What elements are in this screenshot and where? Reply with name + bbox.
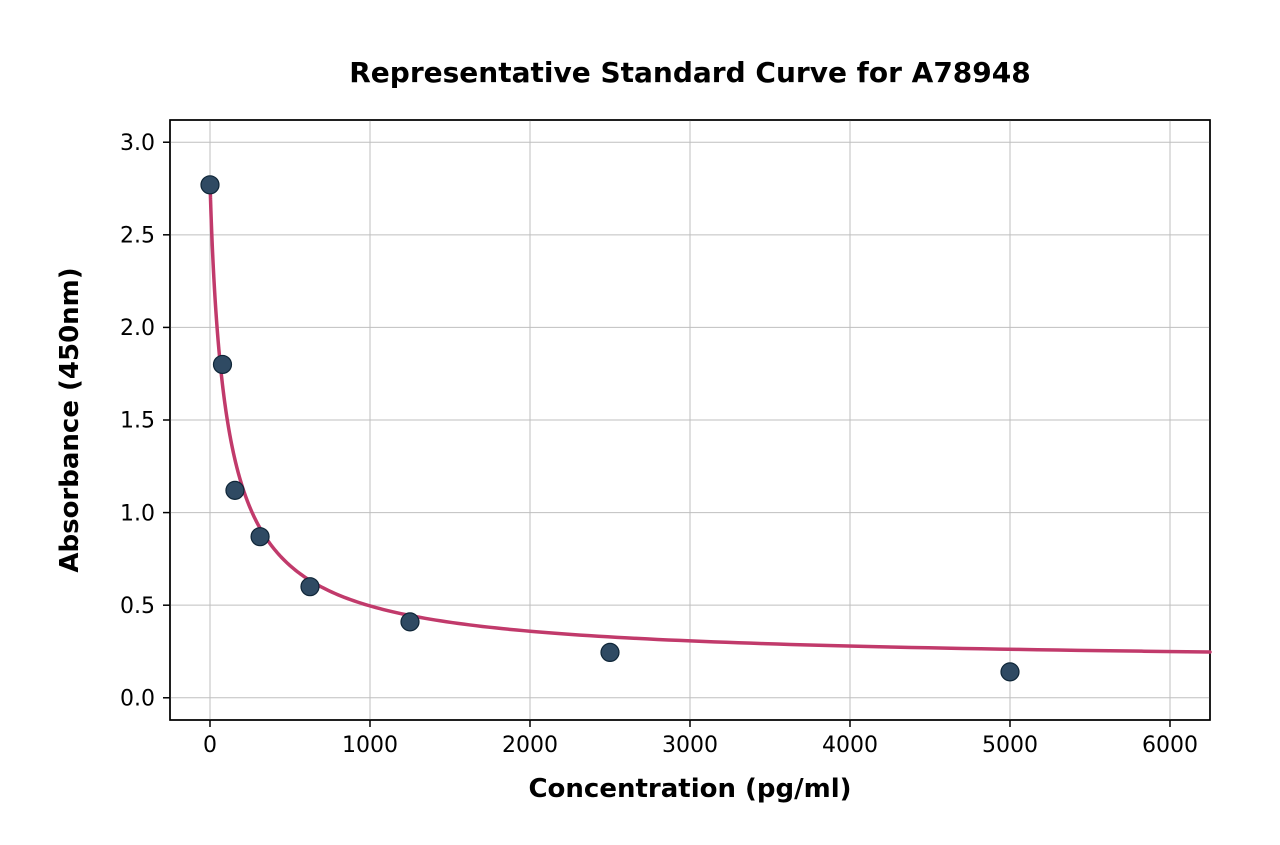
data-point [226, 481, 244, 499]
y-tick-label: 3.0 [120, 131, 155, 156]
y-tick-label: 0.0 [120, 686, 155, 711]
data-point [1001, 663, 1019, 681]
x-tick-label: 6000 [1142, 733, 1198, 758]
standard-curve-chart: 0 1000 2000 3000 4000 5000 6000 0.0 0.5 1.0 1.5 2.0… [0, 0, 1280, 845]
x-tick-label: 1000 [342, 733, 398, 758]
x-tick-label: 3000 [662, 733, 718, 758]
y-tick-label: 0.5 [120, 594, 155, 619]
x-tick-label: 5000 [982, 733, 1038, 758]
data-point [251, 528, 269, 546]
x-tick-label: 2000 [502, 733, 558, 758]
data-point [601, 643, 619, 661]
data-point [213, 355, 231, 373]
data-point [201, 176, 219, 194]
y-tick-label: 2.0 [120, 316, 155, 341]
y-tick-label: 2.5 [120, 224, 155, 249]
chart-container: 0 1000 2000 3000 4000 5000 6000 0.0 0.5 1.0 1.5 2.0… [0, 0, 1280, 845]
chart-title: Representative Standard Curve for A78948 [349, 56, 1031, 89]
x-axis-label: Concentration (pg/ml) [528, 774, 851, 804]
y-tick-label: 1.5 [120, 409, 155, 434]
y-axis-label: Absorbance (450nm) [55, 267, 85, 572]
x-tick-label: 4000 [822, 733, 878, 758]
y-tick-label: 1.0 [120, 501, 155, 526]
x-tick-label: 0 [203, 733, 217, 758]
data-point [401, 613, 419, 631]
data-point [301, 578, 319, 596]
